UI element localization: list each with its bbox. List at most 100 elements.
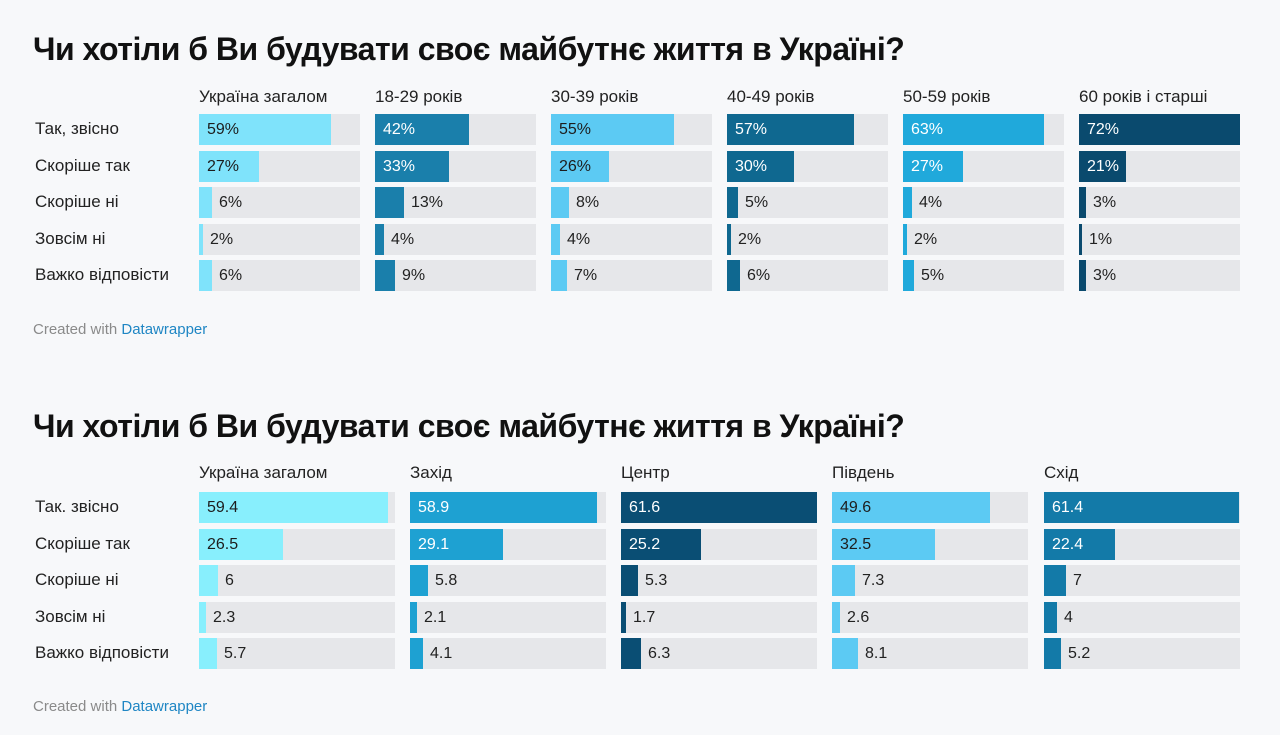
value-label: 5.3 <box>645 572 668 589</box>
bar <box>1044 492 1239 523</box>
value-label: 26.5 <box>207 535 239 553</box>
bar-cell: 59.4 <box>199 492 395 523</box>
bar-cell: 4.1 <box>410 638 606 669</box>
row-label: Скоріше так <box>35 155 130 175</box>
credit-line: Created with Datawrapper <box>33 321 207 338</box>
row-label: Важко відповісти <box>35 265 169 284</box>
value-label: 58.9 <box>418 499 450 516</box>
value-label: 55% <box>559 121 592 138</box>
bar <box>1044 565 1066 596</box>
bar-cell: 61.4 <box>1044 492 1240 523</box>
column-header: Центр <box>621 463 670 482</box>
bar-cell: 5.8 <box>410 565 606 596</box>
row-label: Так. звісно <box>35 497 119 516</box>
bar-cell: 27% <box>903 150 1064 182</box>
column-header: 40-49 років <box>727 87 815 106</box>
bar <box>375 260 395 291</box>
bar <box>551 260 567 291</box>
bar <box>199 601 206 633</box>
value-label: 42% <box>383 121 416 138</box>
bar <box>375 150 449 182</box>
bar-cell: 42% <box>375 114 536 145</box>
value-label: 57% <box>735 121 768 138</box>
bar-cell: 6% <box>199 187 360 218</box>
value-label: 30% <box>735 157 768 175</box>
column-header: Південь <box>832 463 895 482</box>
value-label: 3% <box>1093 194 1117 211</box>
bar-cell: 27% <box>199 150 360 182</box>
bar-cell: 2% <box>903 223 1064 255</box>
bar <box>199 260 212 291</box>
bar-cell: 9% <box>375 260 536 291</box>
row-label: Скоріше так <box>35 533 130 553</box>
value-label: 2% <box>738 230 762 248</box>
bar-cell: 32.5 <box>832 528 1028 560</box>
bar-cell: 7 <box>1044 565 1240 596</box>
bar <box>832 638 858 669</box>
value-label: 4.1 <box>430 645 453 662</box>
bar <box>199 187 212 218</box>
bar <box>410 638 423 669</box>
value-label: 27% <box>911 157 944 175</box>
value-label: 59.4 <box>207 499 239 516</box>
value-label: 25.2 <box>629 535 661 553</box>
value-label: 8% <box>576 194 600 211</box>
chart-age-groups: Чи хотіли б Ви будувати своє майбутнє жи… <box>33 31 1240 338</box>
value-label: 13% <box>411 194 444 211</box>
bar-cell: 33% <box>375 150 536 182</box>
bar <box>551 187 569 218</box>
value-label: 6% <box>219 267 243 284</box>
credit-prefix: Created with <box>33 321 122 338</box>
bar-cell: 22.4 <box>1044 528 1240 560</box>
bar <box>375 187 404 218</box>
bar-cell: 8.1 <box>832 638 1028 669</box>
column-header: Захід <box>410 463 452 482</box>
chart-grid: Так, звісно Скоріше так Скоріше ні Зовсім н… <box>35 87 1240 291</box>
bar <box>1079 114 1240 145</box>
bar-cell: 5% <box>903 260 1064 291</box>
value-label: 2.3 <box>213 608 236 626</box>
bar <box>903 187 912 218</box>
value-label: 61.4 <box>1052 499 1084 516</box>
bar-cell: 30% <box>727 150 888 182</box>
value-label: 49.6 <box>840 499 872 516</box>
value-label: 2% <box>914 230 938 248</box>
value-label: 4% <box>391 230 415 248</box>
bar-cell: 58.9 <box>410 492 606 523</box>
bar-cell: 3% <box>1079 187 1240 218</box>
bar <box>621 492 817 523</box>
datawrapper-link[interactable]: Datawrapper <box>121 321 208 338</box>
bar <box>375 223 384 255</box>
value-label: 59% <box>207 121 240 138</box>
bar <box>621 601 626 633</box>
row-label: Важко відповісти <box>35 643 169 662</box>
bar-cell: 4% <box>551 223 712 255</box>
value-label: 26% <box>559 157 592 175</box>
bar <box>1044 638 1061 669</box>
row-label: Скоріше ні <box>35 570 119 589</box>
row-label: Скоріше ні <box>35 192 119 211</box>
value-label: 4 <box>1064 608 1073 626</box>
value-label: 4% <box>567 230 591 248</box>
bar-cell: 29.1 <box>410 528 606 560</box>
value-label: 4% <box>919 194 943 211</box>
bar-cell: 49.6 <box>832 492 1028 523</box>
value-label: 6 <box>225 572 234 589</box>
datawrapper-link[interactable]: Datawrapper <box>121 698 208 715</box>
bar-cell: 63% <box>903 114 1064 145</box>
value-label: 22.4 <box>1052 535 1084 553</box>
chart-title: Чи хотіли б Ви будувати своє майбутнє жи… <box>33 408 905 444</box>
row-label: Зовсім ні <box>35 228 106 248</box>
bar <box>621 638 641 669</box>
credit-line: Created with Datawrapper <box>33 698 207 715</box>
value-label: 2.1 <box>424 608 447 626</box>
bar-cell: 55% <box>551 114 712 145</box>
value-label: 1.7 <box>633 608 656 626</box>
chart-title: Чи хотіли б Ви будувати своє майбутнє жи… <box>33 31 905 67</box>
bar <box>375 114 469 145</box>
bar <box>903 114 1044 145</box>
bar-cell: 72% <box>1079 114 1240 145</box>
bar-cell: 26% <box>551 150 712 182</box>
bar-cell: 26.5 <box>199 528 395 560</box>
bar-cell: 2.3 <box>199 601 395 633</box>
